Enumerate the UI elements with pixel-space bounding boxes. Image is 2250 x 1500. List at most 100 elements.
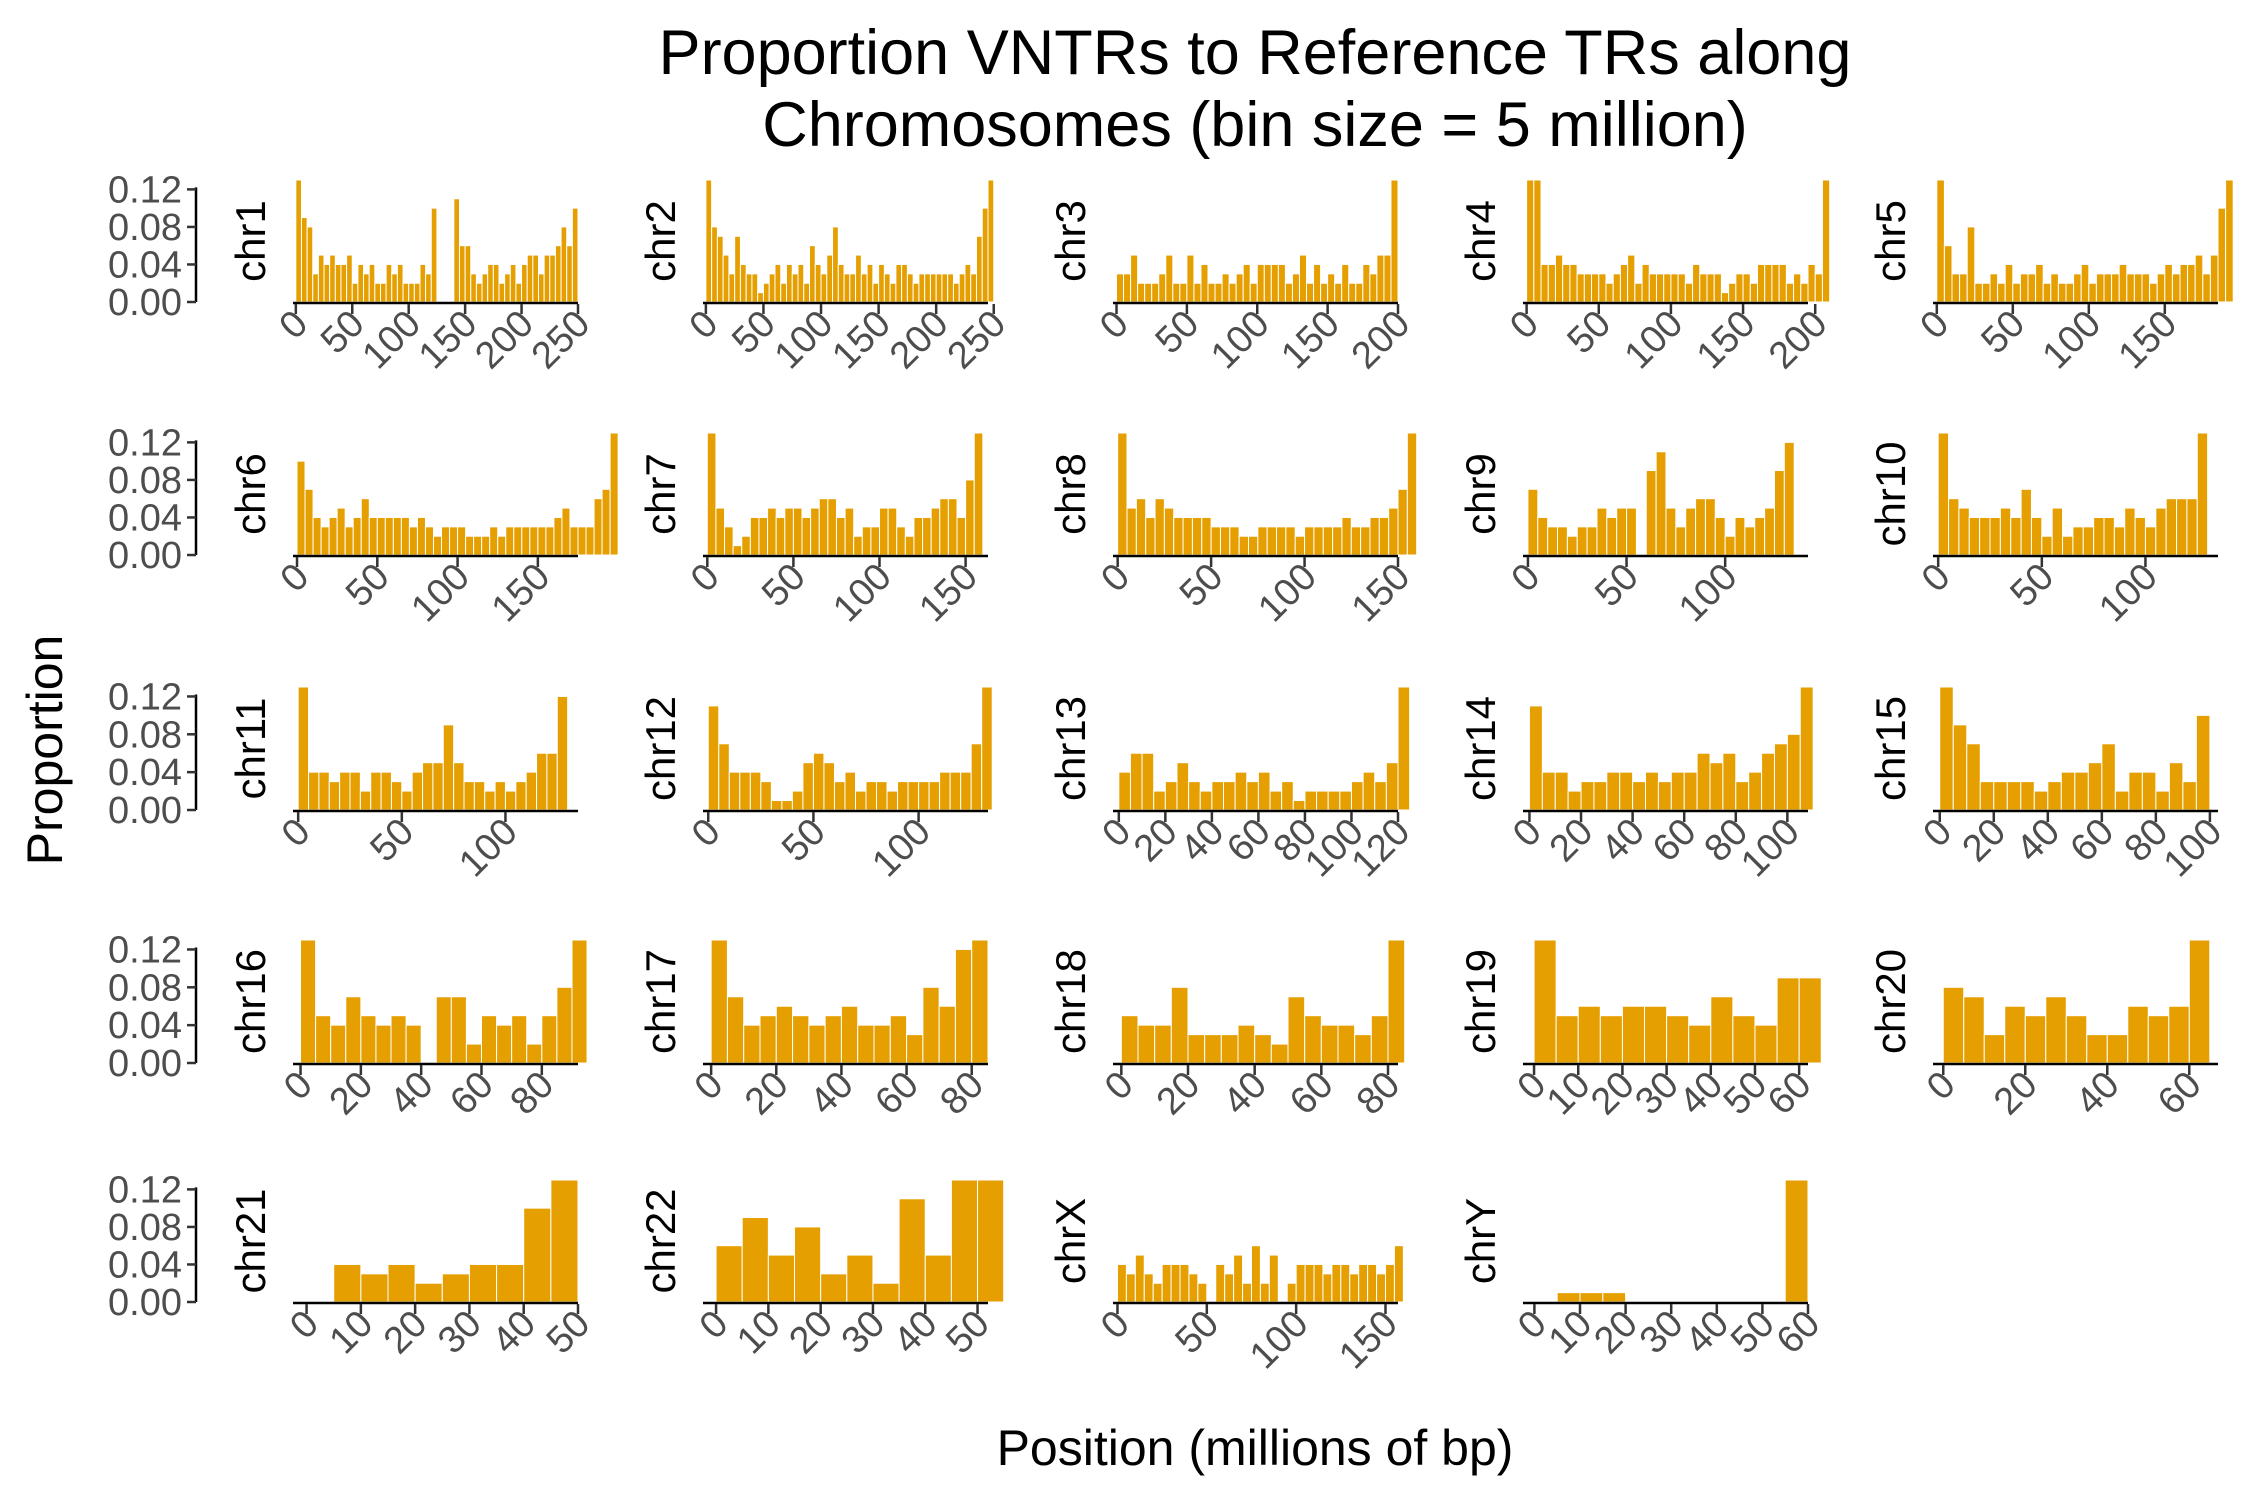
bar-chr12-22 (939, 771, 951, 811)
bar-chr17-2 (743, 1024, 761, 1064)
bar-chr3-13 (1207, 282, 1216, 303)
bar-chrX-19 (1286, 1282, 1297, 1303)
bar-chr2-1 (711, 226, 718, 303)
bar-chr8-16 (1266, 526, 1278, 556)
bar-chr7-6 (758, 516, 769, 556)
bar-chr14-7 (1619, 771, 1634, 811)
bar-chr4-23 (1692, 263, 1701, 303)
x-tick-label-chr8-3: 150 (1344, 556, 1419, 631)
bar-chr10-24 (2186, 498, 2198, 556)
bar-chr21-5 (441, 1273, 470, 1303)
panel-label-chr6: chr6 (227, 453, 274, 535)
bar-chr2-11 (768, 273, 776, 303)
bar-chr3-24 (1284, 282, 1293, 303)
bar-chrX-11 (1215, 1263, 1226, 1303)
bar-chr11-17 (473, 781, 486, 811)
bar-chr1-7 (334, 263, 342, 303)
bar-chr4-26 (1713, 273, 1722, 303)
bar-chr22-9 (950, 1179, 979, 1303)
bar-chr11-15 (453, 762, 465, 811)
bar-chr3-0 (1116, 273, 1125, 303)
bar-chr5-15 (2050, 273, 2059, 303)
bar-chr16-10 (450, 996, 467, 1064)
y-tick-label-chr6-1: 0.04 (108, 497, 182, 539)
bar-chr15-2 (1966, 743, 1981, 811)
x-tick-label-chr8-2: 100 (1250, 556, 1325, 631)
bar-chr6-39 (609, 432, 619, 556)
bar-chrX-9 (1197, 1282, 1208, 1303)
bar-chr6-3 (320, 526, 330, 556)
bar-chr3-1 (1123, 273, 1132, 303)
x-tick-label-chr15-1: 20 (1955, 811, 2015, 871)
bar-chr13-9 (1223, 781, 1236, 811)
bar-chr1-38 (509, 263, 517, 303)
bar-chr5-34 (2194, 254, 2204, 303)
bar-chr20-0 (1942, 986, 1965, 1064)
bar-chr10-9 (2030, 516, 2043, 556)
bar-chr7-5 (749, 516, 760, 556)
bar-chr4-7 (1576, 273, 1585, 303)
bar-chr5-20 (2088, 282, 2097, 303)
bar-chr12-8 (791, 790, 804, 811)
bar-chr5-2 (1951, 273, 1961, 303)
bar-chr10-6 (1999, 507, 2012, 556)
bar-chr1-43 (538, 273, 545, 303)
bar-chr10-7 (2010, 516, 2022, 556)
bar-chr18-10 (1287, 996, 1306, 1064)
bar-chr9-16 (1685, 507, 1697, 556)
y-tick-label-chr11-3: 0.12 (108, 676, 182, 718)
bar-chr3-17 (1235, 273, 1244, 303)
bar-chr5-8 (1997, 282, 2006, 303)
bar-chr11-18 (484, 790, 496, 811)
bar-chr16-15 (526, 1043, 543, 1064)
bar-chr13-0 (1118, 771, 1131, 811)
bar-chr7-16 (844, 507, 855, 556)
bar-chr5-9 (2004, 263, 2014, 303)
bar-chr17-1 (726, 996, 745, 1064)
x-tick-label-chr22-3: 30 (834, 1303, 894, 1363)
bar-chr12-21 (928, 781, 941, 811)
bar-chr2-13 (780, 282, 787, 303)
bar-chr12-10 (812, 752, 825, 811)
bar-chr9-19 (1714, 516, 1726, 556)
bar-chr2-49 (987, 179, 995, 303)
bar-chr1-36 (498, 282, 506, 303)
bar-chr6-12 (392, 516, 402, 556)
bar-chr15-3 (1979, 781, 1995, 811)
bar-chr8-24 (1341, 516, 1352, 556)
bar-chr11-25 (556, 695, 569, 811)
bar-chr6-32 (553, 516, 563, 556)
bar-chr4-19 (1663, 273, 1672, 303)
y-tick-label-chr1-0: 0.00 (108, 282, 182, 324)
bar-chr17-12 (906, 1034, 924, 1064)
bar-chr8-27 (1369, 516, 1380, 556)
bar-chr16-3 (345, 996, 362, 1064)
bar-chr4-15 (1634, 282, 1643, 303)
bar-chr4-5 (1562, 263, 1571, 303)
y-tick-label-chr16-3: 0.12 (108, 929, 182, 971)
x-tick-label-chr20-1: 20 (1986, 1064, 2046, 1124)
bar-chr6-0 (296, 460, 306, 556)
bar-chr3-6 (1158, 273, 1167, 303)
x-tick-label-chr6-1: 50 (338, 556, 398, 616)
panel-chr9: 0 50 100 chr9 (1457, 441, 1808, 630)
panel-label-chr9: chr9 (1457, 453, 1504, 535)
bar-chr10-15 (2093, 516, 2105, 556)
bar-chr6-13 (400, 516, 410, 556)
bar-chr18-4 (1187, 1034, 1206, 1064)
bar-chr9-9 (1616, 507, 1628, 556)
bar-chr16-12 (480, 1015, 498, 1064)
bar-chr3-20 (1256, 263, 1265, 303)
bar-chr16-13 (496, 1024, 513, 1064)
bar-chr9-26 (1783, 441, 1795, 556)
panel-label-chr11: chr11 (227, 698, 274, 800)
bar-chr3-3 (1137, 282, 1146, 303)
y-tick-label-chr21-0: 0.00 (108, 1282, 182, 1324)
bar-chr20-8 (2106, 1034, 2129, 1064)
bar-chr3-29 (1320, 282, 1329, 303)
panel-label-chr5: chr5 (1867, 200, 1914, 282)
bar-chr10-1 (1948, 498, 1960, 556)
bar-chr22-0 (715, 1245, 743, 1303)
bar-chr4-12 (1612, 273, 1621, 303)
